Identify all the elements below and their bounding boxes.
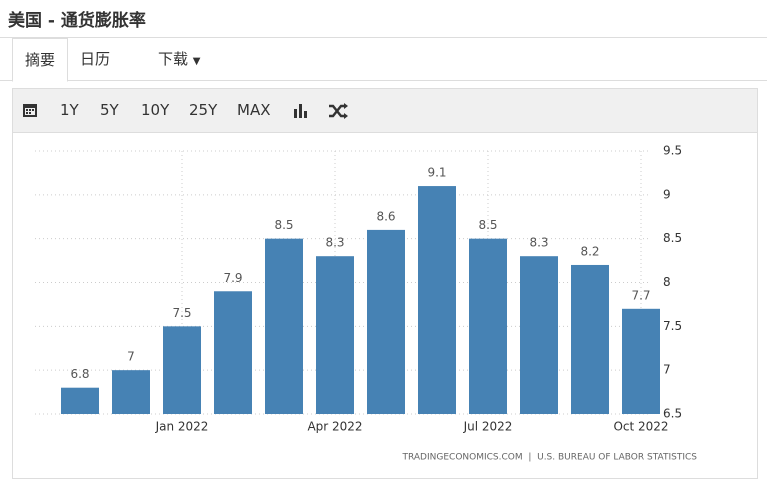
bar: [112, 370, 150, 414]
value-label: 8.2: [580, 244, 599, 258]
divider: [0, 37, 767, 38]
bar: [571, 264, 609, 414]
value-label: 8.6: [376, 209, 395, 223]
x-tick-label: Jul 2022: [463, 420, 513, 434]
bar: [214, 291, 252, 414]
x-tick-label: Apr 2022: [307, 420, 362, 434]
calendar-icon[interactable]: [21, 101, 41, 121]
value-label: 8.3: [529, 236, 548, 250]
bar: [418, 186, 456, 414]
bar: [622, 308, 660, 414]
y-tick-label: 6.5: [663, 407, 682, 421]
caret-icon: ▼: [192, 56, 201, 67]
x-tick-label: Jan 2022: [155, 420, 209, 434]
bar: [520, 256, 558, 414]
range-button[interactable]: MAX: [237, 101, 271, 119]
bar: [367, 229, 405, 414]
y-tick-label: 9: [663, 187, 671, 201]
bar: [163, 326, 201, 414]
x-tick-label: Oct 2022: [613, 420, 668, 434]
page-title: 美国 - 通货膨胀率: [8, 11, 146, 31]
tab-label: 下载: [158, 50, 189, 68]
value-label: 7.7: [631, 288, 650, 302]
range-button[interactable]: 5Y: [100, 101, 119, 119]
bar: [469, 238, 507, 414]
value-label: 7: [127, 350, 135, 364]
bar: [265, 238, 303, 414]
y-tick-label: 9.5: [663, 144, 682, 158]
range-button[interactable]: 25Y: [189, 101, 218, 119]
bar: [316, 256, 354, 414]
value-label: 7.9: [223, 271, 242, 285]
tab-bar: 摘要 日历 下载 ▼: [0, 38, 767, 82]
value-label: 9.1: [427, 166, 446, 180]
source-note: TRADINGECONOMICS.COM | U.S. BUREAU OF LA…: [402, 453, 698, 463]
shuffle-icon[interactable]: [327, 101, 349, 121]
y-tick-label: 7: [663, 363, 671, 377]
value-label: 8.5: [478, 218, 497, 232]
bar-chart-icon[interactable]: [291, 101, 311, 121]
tab[interactable]: 日历: [80, 50, 111, 68]
y-tick-label: 8.5: [663, 231, 682, 245]
tab[interactable]: 摘要: [12, 38, 69, 82]
toolbar: 1Y 5Y 10Y 25Y MAX: [12, 88, 758, 133]
range-button[interactable]: 1Y: [60, 101, 79, 119]
value-label: 8.5: [274, 218, 293, 232]
value-label: 8.3: [325, 236, 344, 250]
tab[interactable]: 下载 ▼: [158, 38, 201, 80]
bar: [61, 387, 99, 414]
value-label: 6.8: [70, 367, 89, 381]
y-tick-label: 7.5: [663, 319, 682, 333]
y-tick-label: 8: [663, 275, 671, 289]
range-button[interactable]: 10Y: [141, 101, 170, 119]
value-label: 7.5: [172, 306, 191, 320]
